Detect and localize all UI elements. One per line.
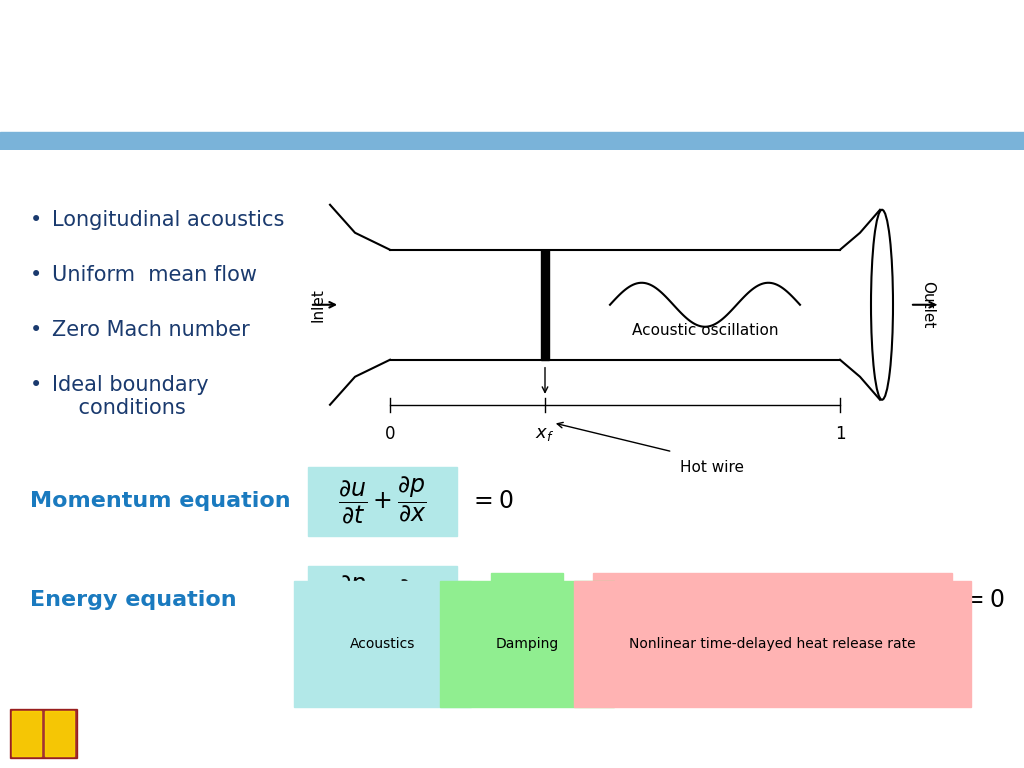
Text: $= 0$: $= 0$ [961,588,1005,612]
Text: •: • [30,210,42,230]
Bar [0,132,1024,150]
Text: $\zeta p$: $\zeta p$ [513,586,542,614]
Text: 0: 0 [385,425,395,443]
Bar [541,250,549,359]
Text: Inlet: Inlet [310,288,326,322]
Text: Nonlinear time-delayed heat release rate: Nonlinear time-delayed heat release rate [629,637,915,651]
Text: $\dfrac{\partial u}{\partial t} + \dfrac{\partial p}{\partial x}$: $\dfrac{\partial u}{\partial t} + \dfrac… [338,476,427,526]
Bar [10,710,77,757]
Text: Zero Mach number: Zero Mach number [52,319,250,339]
Text: Hot wire: Hot wire [681,460,744,475]
Text: $-$: $-$ [569,588,588,612]
Text: Outlet: Outlet [921,281,936,329]
Text: 4: 4 [981,724,993,743]
Text: T. Traverso, A. Bottaro, L. Magri: T. Traverso, A. Bottaro, L. Magri [382,724,642,743]
Text: Acoustic oscillation: Acoustic oscillation [632,323,778,338]
Text: $+$: $+$ [463,588,482,612]
Text: Uniform  mean flow: Uniform mean flow [52,265,257,285]
Text: Longitudinal acoustics: Longitudinal acoustics [52,210,285,230]
FancyBboxPatch shape [593,573,952,627]
Text: Damping: Damping [496,637,559,651]
Text: 1: 1 [835,425,846,443]
Text: Acoustics: Acoustics [350,637,415,651]
FancyBboxPatch shape [308,565,457,634]
Text: UNIVERSITY OF: UNIVERSITY OF [87,713,171,723]
Bar [12,711,41,756]
Text: $\dfrac{\partial p}{\partial t} + \dfrac{\partial u}{\partial x}$: $\dfrac{\partial p}{\partial t} + \dfrac… [338,575,427,625]
Text: A low-order, nonlinear thermoacoustic model captures
the time-delayed physics, w: A low-order, nonlinear thermoacoustic mo… [31,15,841,101]
Text: $\beta\mathrm{Poly}(u_f(t-\tau))\delta_D(x-x_f)$: $\beta\mathrm{Poly}(u_f(t-\tau))\delta_D… [630,586,915,614]
Text: Ideal boundary
    conditions: Ideal boundary conditions [52,375,209,418]
Text: Momentum equation: Momentum equation [30,492,291,511]
Text: CAMBRIDGE: CAMBRIDGE [87,739,153,749]
Text: •: • [30,265,42,285]
Text: $x_f$: $x_f$ [536,425,555,443]
FancyBboxPatch shape [490,573,563,627]
FancyBboxPatch shape [308,467,457,536]
Text: $= 0$: $= 0$ [469,489,513,513]
Text: •: • [30,375,42,395]
Bar [45,711,74,756]
Text: Energy equation: Energy equation [30,590,237,610]
Text: •: • [30,319,42,339]
